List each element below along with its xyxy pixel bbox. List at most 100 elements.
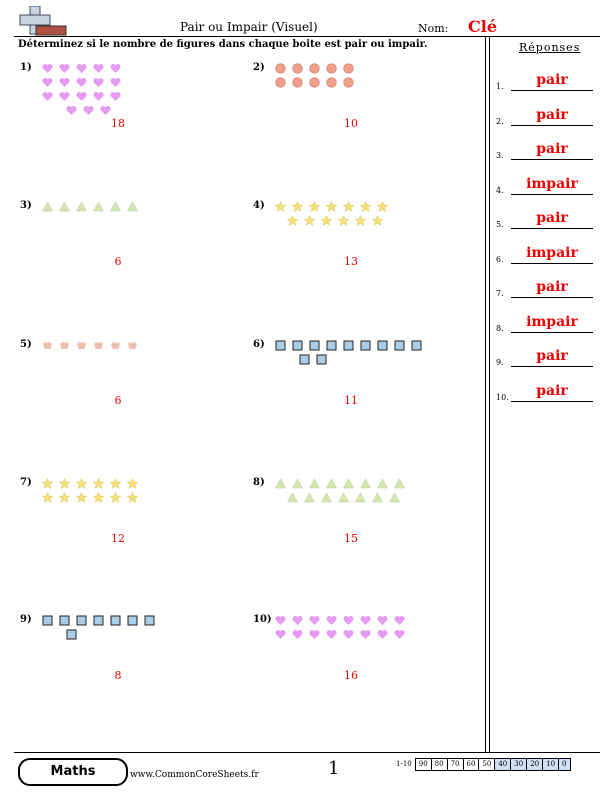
heart-icon xyxy=(394,629,405,640)
heart-icon xyxy=(59,91,70,102)
logo-plus-icon xyxy=(19,5,67,36)
star-icon xyxy=(355,215,366,226)
heart-icon xyxy=(360,615,371,626)
shape-row xyxy=(275,201,388,212)
shape-group xyxy=(42,478,138,503)
shape-count: 8 xyxy=(114,669,122,682)
shape-group xyxy=(42,615,155,640)
shape-row xyxy=(275,478,405,489)
heart-icon xyxy=(42,63,53,74)
score-cell: 0 xyxy=(558,758,571,771)
square-icon xyxy=(411,340,422,351)
heart-icon xyxy=(326,615,337,626)
circle-icon xyxy=(275,63,286,74)
answer-number: 10. xyxy=(496,392,509,402)
heart-icon xyxy=(394,615,405,626)
circle-icon xyxy=(309,63,320,74)
star-icon xyxy=(304,215,315,226)
shape-row xyxy=(42,478,138,489)
triangle-icon xyxy=(292,478,303,489)
logo xyxy=(18,5,68,36)
shape-count: 6 xyxy=(114,394,122,407)
shape-group xyxy=(42,63,121,116)
column-divider xyxy=(485,37,486,752)
answer-line xyxy=(511,159,593,160)
star-icon xyxy=(76,478,87,489)
shape-group xyxy=(42,201,138,212)
shape-row xyxy=(287,215,383,226)
score-cell: 40 xyxy=(494,758,512,771)
shape-row xyxy=(287,492,400,503)
heart-icon xyxy=(93,91,104,102)
heart-icon xyxy=(76,77,87,88)
star-icon xyxy=(93,478,104,489)
answer-line xyxy=(511,193,593,195)
star-icon xyxy=(93,492,104,503)
cupcake-icon xyxy=(59,340,70,351)
star-icon xyxy=(110,478,121,489)
name-value: Clé xyxy=(468,17,497,36)
star-icon xyxy=(321,215,332,226)
subject-badge: Maths xyxy=(18,758,128,786)
square-icon xyxy=(394,340,405,351)
circle-icon xyxy=(326,63,337,74)
shape-row xyxy=(299,354,327,365)
triangle-icon xyxy=(127,201,138,212)
shape-row xyxy=(42,77,121,88)
heart-icon xyxy=(292,629,303,640)
triangle-icon xyxy=(355,492,366,503)
heart-icon xyxy=(59,63,70,74)
answer-line xyxy=(511,331,593,333)
answers-heading: Réponses xyxy=(519,41,581,54)
star-icon xyxy=(338,215,349,226)
heart-icon xyxy=(360,629,371,640)
website-link[interactable]: www.CommonCoreSheets.fr xyxy=(130,770,259,780)
shape-row xyxy=(66,629,77,640)
heart-icon xyxy=(309,629,320,640)
answer-number: 6. xyxy=(496,254,504,264)
footer-divider xyxy=(14,752,600,753)
triangle-icon xyxy=(360,478,371,489)
score-table: 1-10 90 80 70 60 50 40 30 20 10 0 xyxy=(396,758,571,771)
score-cell: 60 xyxy=(462,758,480,771)
answer-line xyxy=(511,124,593,126)
triangle-icon xyxy=(275,478,286,489)
answer-value: pair xyxy=(536,72,568,88)
heart-icon xyxy=(343,615,354,626)
answer-value: pair xyxy=(536,348,568,364)
star-icon xyxy=(372,215,383,226)
circle-icon xyxy=(292,77,303,88)
shape-count: 10 xyxy=(344,117,358,130)
cupcake-icon xyxy=(127,340,138,351)
shape-row xyxy=(42,63,121,74)
heart-icon xyxy=(83,105,94,116)
circle-icon xyxy=(309,77,320,88)
score-cell: 70 xyxy=(446,758,464,771)
heart-icon xyxy=(100,105,111,116)
circle-icon xyxy=(292,63,303,74)
triangle-icon xyxy=(377,478,388,489)
shape-group xyxy=(275,615,405,640)
square-icon xyxy=(309,340,320,351)
name-label: Nom: xyxy=(418,22,449,35)
score-cell: 20 xyxy=(526,758,544,771)
square-icon xyxy=(326,340,337,351)
star-icon xyxy=(360,201,371,212)
triangle-icon xyxy=(93,201,104,212)
score-cell: 50 xyxy=(478,758,496,771)
answer-number: 2. xyxy=(496,116,504,126)
triangle-icon xyxy=(343,478,354,489)
star-icon xyxy=(377,201,388,212)
star-icon xyxy=(127,492,138,503)
triangle-icon xyxy=(42,201,53,212)
answer-number: 8. xyxy=(496,323,504,333)
star-icon xyxy=(343,201,354,212)
shape-count: 13 xyxy=(344,255,358,268)
square-icon xyxy=(275,340,286,351)
square-icon xyxy=(292,340,303,351)
triangle-icon xyxy=(338,492,349,503)
triangle-icon xyxy=(389,492,400,503)
shape-count: 6 xyxy=(114,255,122,268)
answer-value: pair xyxy=(536,141,568,157)
star-icon xyxy=(127,478,138,489)
